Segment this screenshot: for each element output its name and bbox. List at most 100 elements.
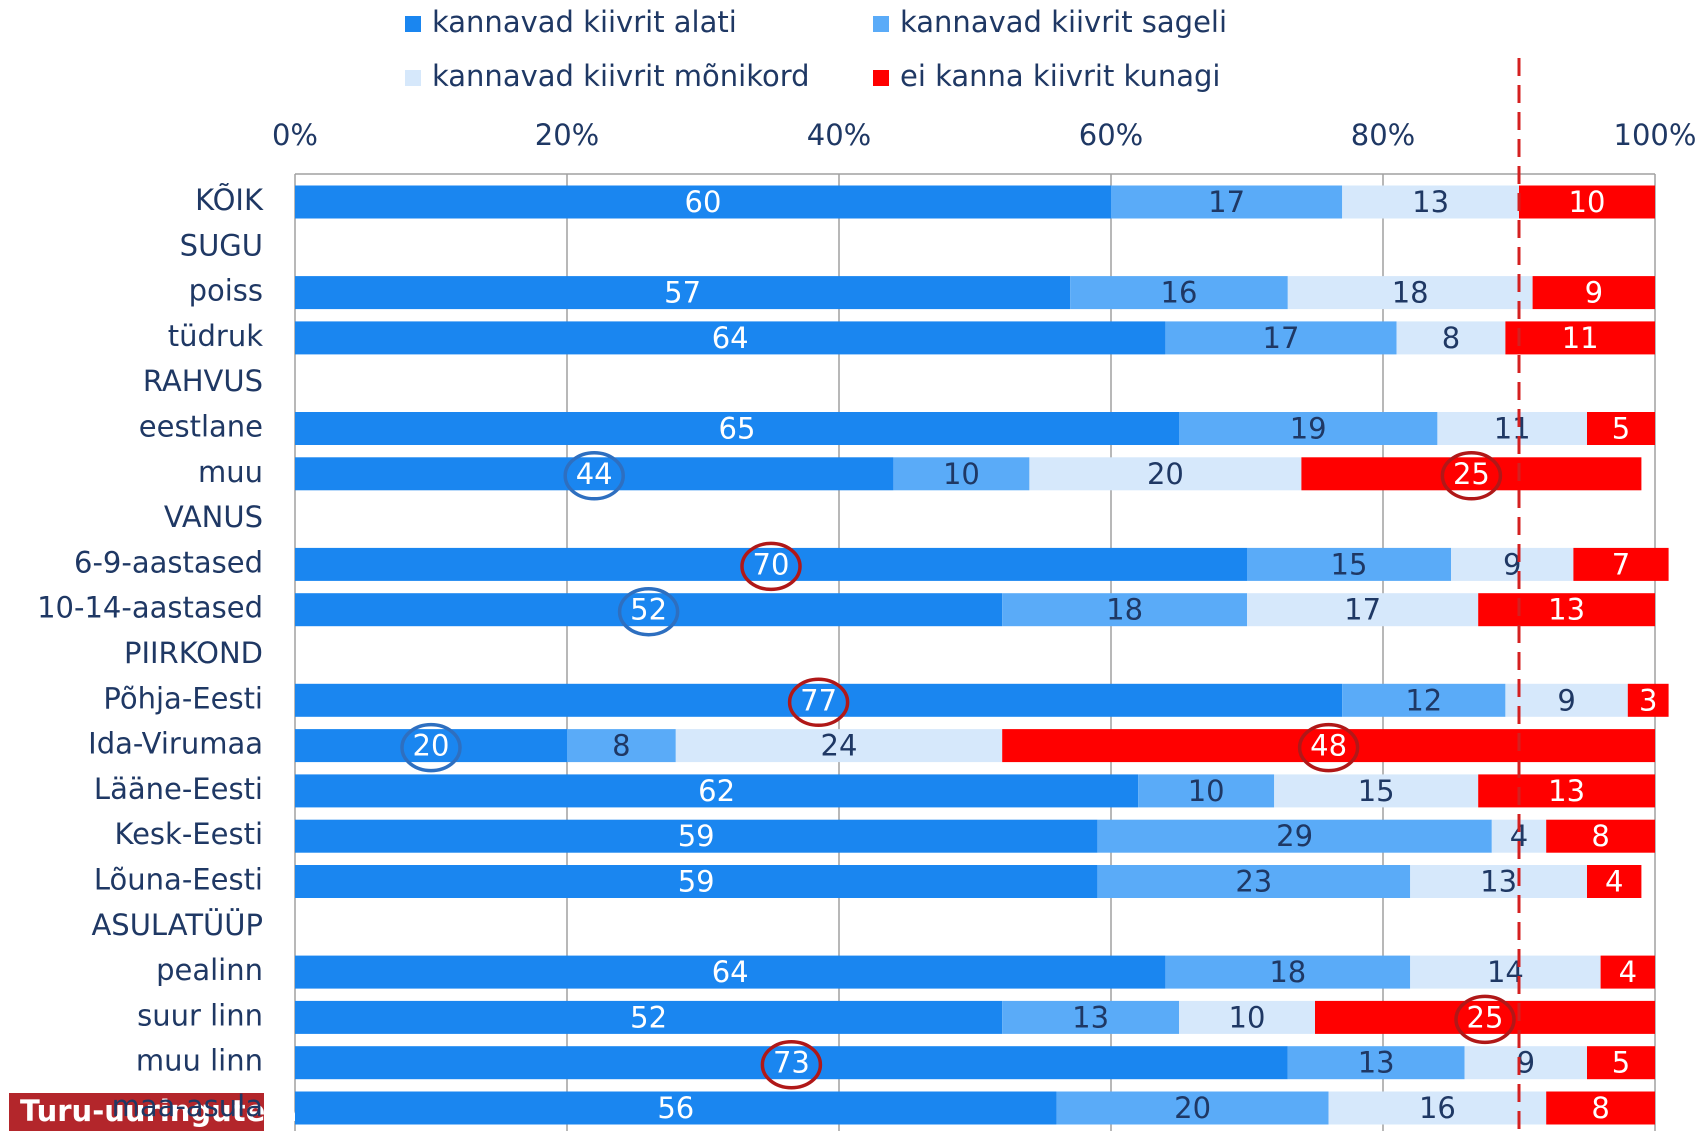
- bar-segment: [1342, 683, 1506, 717]
- bar-segment: [295, 1000, 1003, 1034]
- bar-segment: [567, 729, 676, 763]
- legend-swatch: [873, 16, 889, 32]
- legend-label: ei kanna kiivrit kunagi: [900, 59, 1220, 93]
- category-label: 10-14-aastased: [37, 591, 263, 625]
- category-label: RAHVUS: [143, 364, 263, 398]
- bar-segment: [1464, 1046, 1587, 1080]
- value-label: 16: [1161, 276, 1198, 310]
- legend-label: kannavad kiivrit sageli: [900, 5, 1227, 39]
- bar-segment: [295, 865, 1098, 898]
- bar-segment: [1097, 819, 1492, 853]
- bar-segment: [1002, 593, 1247, 627]
- bar-segment: [295, 593, 1003, 627]
- value-label: 4: [1619, 955, 1637, 989]
- x-tick-label: 40%: [807, 118, 871, 152]
- bar-segment: [295, 321, 1166, 355]
- x-tick-label: 100%: [1614, 118, 1697, 152]
- category-label: Kesk-Eesti: [115, 817, 263, 851]
- value-label: 62: [698, 774, 735, 808]
- value-label: 8: [1442, 321, 1460, 355]
- category-label: SUGU: [180, 228, 263, 262]
- value-label: 15: [1331, 547, 1368, 581]
- bar-segment: [295, 1046, 1288, 1080]
- bar-segment: [1002, 1000, 1179, 1034]
- value-label: 10: [1188, 774, 1225, 808]
- value-label: 13: [1548, 774, 1585, 808]
- bar-segment: [1029, 457, 1302, 491]
- value-label: 4: [1605, 865, 1623, 899]
- bar-segment: [295, 547, 1247, 581]
- value-label: 15: [1358, 774, 1395, 808]
- bar-segment: [1097, 865, 1411, 898]
- bar-segment: [295, 955, 1166, 989]
- bar-segment: [1587, 865, 1642, 898]
- highlight-ring: [563, 451, 625, 501]
- value-label: 10: [943, 457, 980, 491]
- value-label: 9: [1557, 683, 1575, 717]
- legend-swatch: [405, 70, 421, 86]
- value-label: 20: [1147, 457, 1184, 491]
- value-label: 23: [1235, 865, 1272, 899]
- value-label: 52: [630, 593, 667, 627]
- x-tick-label: 20%: [535, 118, 599, 152]
- category-label: PIIRKOND: [124, 636, 263, 670]
- bar-segment: [1505, 683, 1628, 717]
- bar-segment: [1315, 1000, 1655, 1034]
- bar-segment: [1070, 276, 1288, 310]
- bar-segment: [1328, 1091, 1547, 1125]
- bar-segment: [1287, 1046, 1465, 1080]
- value-label: 13: [1412, 185, 1449, 219]
- bar-segment: [295, 276, 1071, 310]
- value-label: 17: [1263, 321, 1300, 355]
- bar-segment: [1532, 276, 1655, 310]
- category-label: KÕIK: [195, 183, 264, 217]
- value-label: 10: [1569, 185, 1606, 219]
- bar-segment: [1287, 276, 1533, 310]
- bar-segment: [1247, 547, 1451, 581]
- category-label: eestlane: [139, 410, 263, 444]
- bar-segment: [1410, 865, 1587, 898]
- x-tick-label: 80%: [1351, 118, 1415, 152]
- bar-segment: [295, 412, 1179, 445]
- bar-segment: [1451, 547, 1574, 581]
- highlight-ring: [1454, 994, 1516, 1045]
- highlight-ring: [400, 722, 462, 773]
- category-label: poiss: [189, 274, 263, 308]
- bar-segment: [295, 683, 1343, 717]
- legend-swatch: [405, 16, 421, 32]
- bar-segment: [893, 457, 1030, 491]
- bar-segment: [1478, 774, 1655, 808]
- bar-segment: [295, 1091, 1057, 1125]
- bar-segment: [1138, 774, 1275, 808]
- category-label: tüdruk: [168, 319, 263, 353]
- bar-segment: [1519, 185, 1655, 219]
- value-label: 13: [1358, 1046, 1395, 1080]
- value-label: 13: [1548, 593, 1585, 627]
- value-label: 12: [1405, 683, 1442, 717]
- bar-segment: [1247, 593, 1479, 627]
- bar-segment: [1002, 729, 1655, 763]
- value-label: 18: [1106, 593, 1143, 627]
- value-label: 18: [1269, 955, 1306, 989]
- value-label: 18: [1392, 276, 1429, 310]
- value-label: 9: [1585, 276, 1603, 310]
- value-label: 57: [664, 276, 701, 310]
- value-label: 48: [1310, 729, 1347, 763]
- legend-label: kannavad kiivrit alati: [432, 5, 737, 39]
- value-label: 29: [1276, 819, 1313, 853]
- bar-segment: [1546, 819, 1655, 853]
- category-label: maa-asula: [112, 1089, 263, 1123]
- bar-segment: [1056, 1091, 1329, 1125]
- value-label: 8: [1591, 1091, 1609, 1125]
- value-label: 77: [800, 683, 837, 717]
- value-label: 25: [1467, 1000, 1504, 1034]
- bar-segment: [1600, 955, 1655, 989]
- highlight-ring: [617, 586, 680, 637]
- category-label: ASULATÜÜP: [91, 908, 263, 942]
- highlight-ring: [1440, 451, 1503, 501]
- value-label: 20: [413, 729, 450, 763]
- value-label: 52: [630, 1000, 667, 1034]
- value-label: 64: [712, 955, 749, 989]
- value-label: 7: [1612, 547, 1630, 581]
